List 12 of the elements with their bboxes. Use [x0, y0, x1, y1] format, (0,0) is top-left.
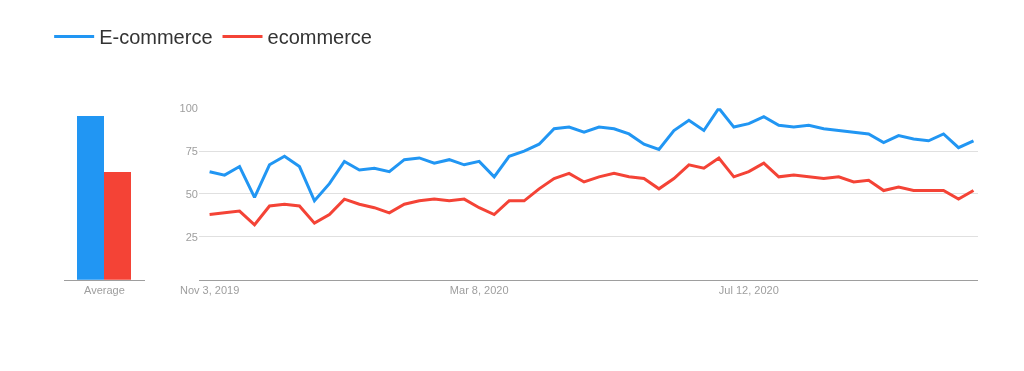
x-tick-label: Jul 12, 2020 — [718, 283, 779, 296]
y-tick-label: 25 — [185, 230, 198, 243]
legend-label: E-commerce — [99, 26, 213, 49]
line-series — [208, 108, 975, 203]
line-series — [208, 156, 975, 227]
x-tick-label: Average — [84, 283, 125, 296]
y-tick-label: 75 — [185, 144, 198, 157]
y-tick-label: 50 — [185, 187, 198, 200]
x-tick-label: Nov 3, 2019 — [179, 283, 240, 296]
legend-label: ecommerce — [267, 26, 372, 49]
x-tick-label: Mar 8, 2020 — [449, 283, 509, 296]
y-tick-label: 100 — [179, 102, 198, 115]
